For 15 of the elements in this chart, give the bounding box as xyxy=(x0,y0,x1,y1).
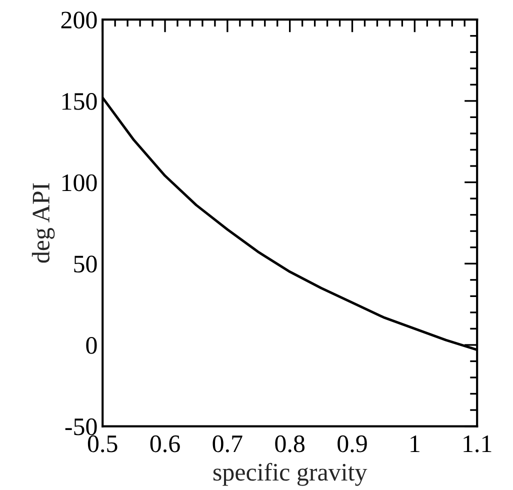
y-tick-label: -50 xyxy=(65,418,97,436)
x-tick-label: 0.5 xyxy=(88,435,118,452)
x-tick-label: 0.7 xyxy=(212,435,242,452)
y-tick-label: 100 xyxy=(62,174,97,192)
x-axis-title: specific gravity xyxy=(213,462,368,486)
x-tick-label: 0.9 xyxy=(338,435,367,452)
x-tick-label: 1 xyxy=(410,435,420,452)
x-tick-label: 0.6 xyxy=(150,435,180,452)
y-tick-label: 50 xyxy=(74,256,97,273)
y-tick-label: 0 xyxy=(86,337,97,354)
y-tick-label: 150 xyxy=(62,92,97,110)
y-tick-label: 200 xyxy=(61,12,97,29)
y-axis-title: deg API xyxy=(32,183,55,263)
x-tick-label: 1.1 xyxy=(464,435,492,452)
x-tick-label: 0.8 xyxy=(275,435,305,452)
